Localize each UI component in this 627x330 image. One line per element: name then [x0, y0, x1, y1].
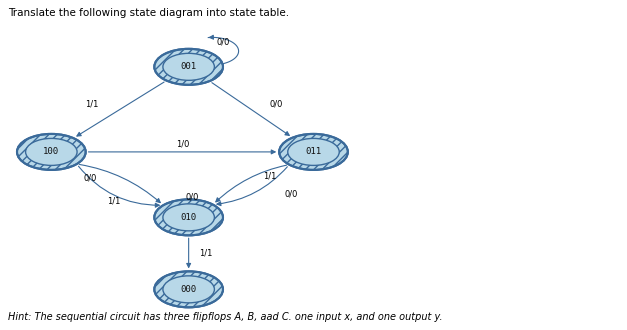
FancyArrowPatch shape	[77, 82, 164, 136]
Circle shape	[288, 138, 339, 165]
Circle shape	[279, 134, 348, 170]
Text: 1/1: 1/1	[107, 196, 120, 206]
Circle shape	[163, 204, 214, 231]
Circle shape	[163, 53, 214, 80]
Text: 0/0: 0/0	[216, 38, 229, 47]
FancyArrowPatch shape	[78, 166, 159, 207]
Circle shape	[163, 276, 214, 303]
FancyArrowPatch shape	[80, 164, 161, 203]
FancyArrowPatch shape	[216, 165, 287, 202]
Text: 1/0: 1/0	[176, 139, 189, 148]
FancyArrowPatch shape	[217, 167, 287, 206]
Text: 011: 011	[305, 148, 322, 156]
Text: 0/0: 0/0	[285, 190, 298, 199]
Text: 000: 000	[181, 285, 197, 294]
Text: 0/0: 0/0	[185, 193, 199, 202]
Text: 1/1: 1/1	[199, 249, 213, 258]
Text: 1/1: 1/1	[85, 100, 98, 109]
Circle shape	[154, 199, 223, 235]
FancyArrowPatch shape	[187, 238, 191, 267]
Text: Hint: The sequential circuit has three flipflops A, B, aad C. one input x, and o: Hint: The sequential circuit has three f…	[8, 312, 442, 322]
Text: 100: 100	[43, 148, 60, 156]
Text: 0/0: 0/0	[270, 100, 283, 109]
Text: 010: 010	[181, 213, 197, 222]
FancyArrowPatch shape	[88, 150, 275, 154]
Circle shape	[154, 271, 223, 307]
Text: Translate the following state diagram into state table.: Translate the following state diagram in…	[8, 8, 289, 18]
Circle shape	[154, 49, 223, 85]
Text: 1/1: 1/1	[263, 172, 277, 181]
Circle shape	[26, 138, 77, 165]
Text: 0/0: 0/0	[83, 174, 97, 182]
Text: 001: 001	[181, 62, 197, 71]
FancyArrowPatch shape	[212, 82, 289, 135]
Circle shape	[17, 134, 86, 170]
